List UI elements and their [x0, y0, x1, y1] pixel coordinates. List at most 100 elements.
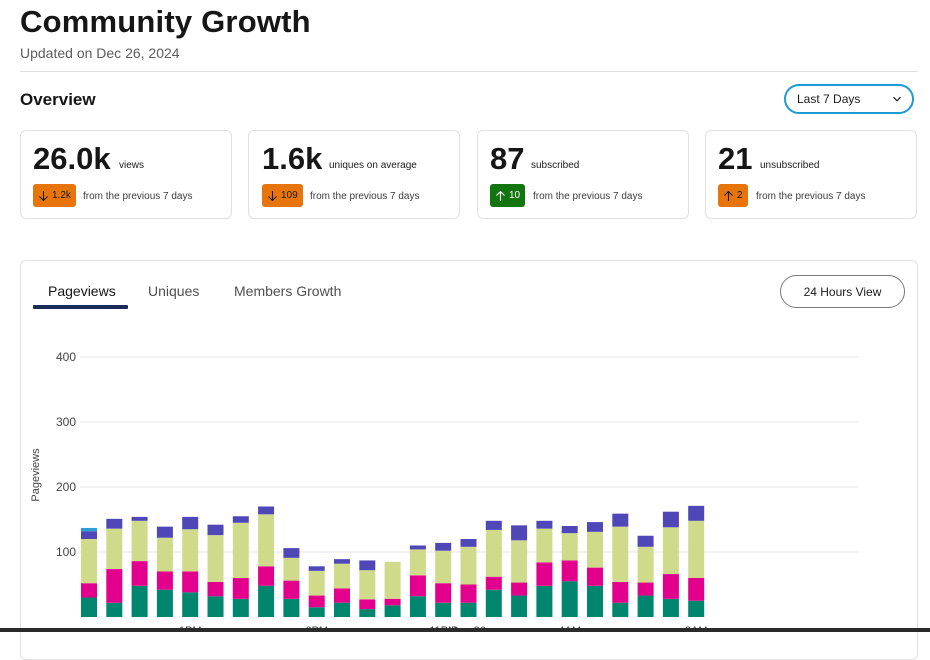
bar-segment: [131, 516, 148, 521]
bar-segment: [561, 526, 578, 534]
stat-unit: views: [119, 160, 145, 171]
bar-segment: [435, 602, 452, 617]
bar-segment: [232, 598, 249, 617]
bar-segment: [308, 607, 325, 617]
bar-segment: [207, 535, 224, 582]
stat-value: 87: [490, 141, 525, 176]
bar-segment: [587, 567, 603, 586]
bar-segment: [612, 581, 629, 603]
bar-segment: [561, 560, 578, 582]
bar-segment: [156, 537, 173, 572]
updated-date: Updated on Dec 26, 2024: [20, 45, 180, 61]
hours-view-button[interactable]: 24 Hours View: [780, 275, 905, 308]
stat-value: 1.6k: [262, 141, 323, 176]
delta-note: from the previous 7 days: [310, 191, 420, 202]
bar-segment: [485, 520, 502, 530]
bar-segment: [182, 571, 199, 593]
delta-badge: 2: [718, 184, 748, 207]
stat-card-uniques: 1.6k uniques on average 109 from the pre…: [248, 130, 460, 219]
pageviews-chart: 100200300400Pageviews1PM6PM11PMDec 264AM…: [30, 350, 858, 632]
tab-members-growth[interactable]: Members Growth: [234, 283, 342, 299]
stat-value: 26.0k: [33, 141, 111, 176]
stat-card-views: 26.0k views 1.2k from the previous 7 day…: [20, 130, 232, 219]
bar-segment: [182, 592, 199, 617]
date-range-value: Last 7 Days: [797, 92, 861, 106]
bar-segment: [334, 602, 350, 617]
bar-segment: [156, 589, 173, 617]
stat-unit: uniques on average: [329, 160, 417, 171]
bar-segment: [561, 581, 578, 617]
bar-segment: [409, 575, 426, 597]
delta-value: 2: [737, 190, 743, 201]
bar-segment: [258, 566, 275, 586]
bar-segment: [283, 548, 300, 558]
bar-segment: [536, 528, 553, 563]
bar-segment: [359, 609, 376, 617]
bar-segment: [359, 599, 376, 610]
bar-segment: [536, 585, 553, 617]
bar-segment: [182, 516, 199, 530]
bar-segment: [435, 583, 452, 603]
bar-segment: [511, 525, 528, 541]
bar-segment: [156, 526, 173, 538]
delta-note: from the previous 7 days: [83, 191, 193, 202]
tab-pageviews[interactable]: Pageviews: [48, 283, 116, 299]
bar-segment: [637, 582, 654, 596]
page-title: Community Growth: [20, 4, 311, 39]
bar-segment: [131, 520, 148, 562]
arrow-up-icon: [724, 190, 733, 201]
tab-uniques[interactable]: Uniques: [148, 283, 200, 299]
overview-heading: Overview: [20, 90, 96, 109]
bar-segment: [182, 529, 199, 572]
bar-segment: [561, 533, 578, 561]
bar-segment: [258, 506, 275, 515]
bar-segment: [536, 562, 553, 586]
bar-segment: [334, 588, 350, 603]
stat-unit: subscribed: [531, 160, 580, 171]
bar-segment: [283, 580, 300, 599]
bar-segment: [207, 581, 224, 597]
stat-value: 21: [718, 141, 753, 176]
bar-segment: [232, 516, 249, 523]
bar-segment: [688, 505, 705, 521]
bar-segment: [662, 598, 679, 617]
bar-segment: [81, 527, 97, 532]
bar-segment: [232, 522, 249, 578]
bar-segment: [81, 531, 97, 539]
bar-segment: [106, 568, 123, 603]
bar-segment: [334, 563, 350, 589]
bar-segment: [258, 514, 275, 567]
bar-segment: [409, 549, 426, 576]
divider: [20, 71, 918, 72]
bar-segment: [587, 585, 603, 617]
bar-segment: [662, 511, 679, 528]
bar-segment: [637, 595, 654, 617]
delta-badge: 109: [262, 184, 303, 207]
date-range-select[interactable]: Last 7 Days: [784, 84, 914, 114]
bar-segment: [81, 597, 97, 617]
bar-segment: [359, 570, 376, 600]
bar-segment: [384, 605, 401, 617]
bar-segment: [409, 596, 426, 617]
delta-badge: 10: [490, 184, 526, 207]
bar-segment: [612, 526, 629, 582]
bar-segment: [511, 540, 528, 583]
bar-segment: [511, 595, 528, 617]
bar-segment: [131, 585, 148, 617]
bar-segment: [587, 531, 603, 568]
y-tick-label: 200: [56, 480, 76, 494]
active-tab-indicator: [33, 305, 128, 309]
bar-segment: [612, 602, 629, 617]
bar-segment: [511, 582, 528, 596]
delta-value: 10: [509, 190, 521, 201]
y-tick-label: 300: [56, 415, 76, 429]
y-axis-label: Pageviews: [30, 448, 42, 502]
bar-segment: [435, 542, 452, 551]
bar-segment: [283, 598, 300, 617]
bar-segment: [207, 524, 224, 536]
y-tick-label: 100: [56, 545, 76, 559]
bar-segment: [384, 598, 401, 606]
bar-segment: [106, 518, 123, 529]
stat-unit: unsubscribed: [760, 160, 820, 171]
bar-segment: [106, 602, 123, 617]
